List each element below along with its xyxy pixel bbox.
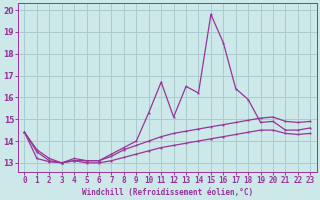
X-axis label: Windchill (Refroidissement éolien,°C): Windchill (Refroidissement éolien,°C) xyxy=(82,188,253,197)
